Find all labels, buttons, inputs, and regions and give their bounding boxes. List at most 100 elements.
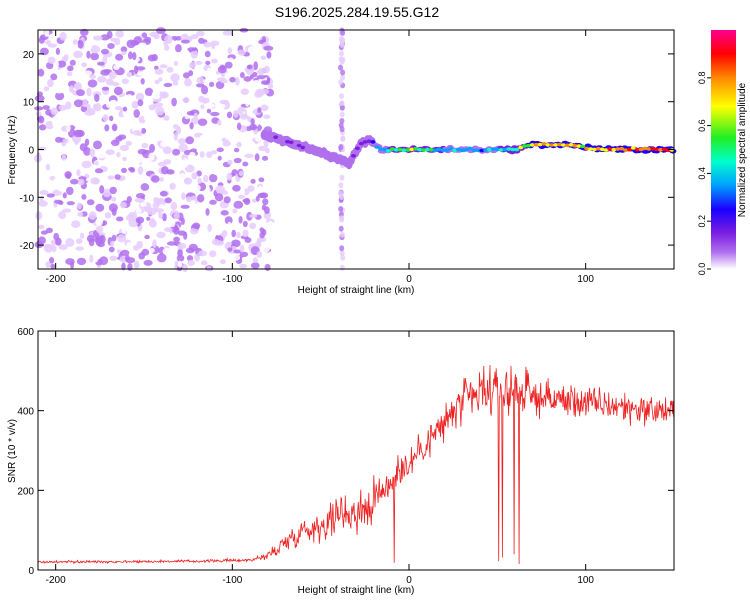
spectrogram-ridge-core xyxy=(308,147,314,151)
spectrogram-y-ticks: -20 -10 0 10 20 xyxy=(20,50,674,252)
spectrogram-speckle xyxy=(133,65,139,74)
spectrogram-speckle xyxy=(135,216,145,224)
spectrogram-speckle xyxy=(210,234,216,239)
spectrogram-speckle xyxy=(197,177,202,184)
spectrogram-speckle xyxy=(217,32,224,38)
spectrogram-speckle xyxy=(192,184,201,192)
spectrogram-streak xyxy=(339,111,345,118)
spectrogram-speckle xyxy=(256,239,262,248)
snr-panel: -200 -100 0 100 0 200 400 600 Height of straig… xyxy=(7,327,675,596)
spectrogram-speckle xyxy=(214,212,219,218)
spectrogram-speckle xyxy=(154,208,165,213)
spectrogram-speckle xyxy=(141,248,150,256)
spectrogram-speckle xyxy=(148,104,156,111)
spectrogram-speckle xyxy=(158,77,163,82)
spectrogram-speckle xyxy=(109,115,114,122)
spectrogram-speckle xyxy=(254,135,262,142)
spectrogram-speckle xyxy=(224,61,233,69)
spectrogram-speckle xyxy=(136,240,143,249)
spectrogram-speckle xyxy=(160,141,168,148)
spectrogram-speckle xyxy=(195,60,203,65)
spectrogram-speckle xyxy=(143,112,149,121)
spectrogram-speckle xyxy=(43,244,53,248)
spectrogram-speckle xyxy=(93,35,103,41)
spectrogram-speckle xyxy=(86,50,91,59)
spectrogram-speckle xyxy=(149,217,155,225)
spectrogram-ridge-core xyxy=(607,147,613,151)
spectrogram-ridge-core xyxy=(545,143,551,147)
spectrogram-speckle xyxy=(139,175,146,180)
spectrogram-ridge-core xyxy=(638,147,644,152)
spectrogram-ridge-core xyxy=(374,145,380,149)
spectrogram-speckle xyxy=(54,199,63,204)
spectrogram-speckle xyxy=(43,86,50,92)
spectrogram-speckle xyxy=(233,147,240,153)
spectrogram-speckle xyxy=(73,82,81,90)
spectrogram-speckle xyxy=(258,177,265,183)
spectrogram-speckle xyxy=(198,250,208,257)
spectrogram-speckle xyxy=(204,50,211,58)
spectrogram-speckle xyxy=(207,223,212,232)
snr-x-tick-label: 0 xyxy=(406,575,412,586)
spectrogram-speckle xyxy=(35,211,43,221)
spectrogram-speckle xyxy=(102,114,109,122)
spectrogram-speckle xyxy=(257,67,265,76)
spectrogram-speckle xyxy=(79,232,85,239)
spectrogram-speckle xyxy=(126,242,133,249)
spectrogram-speckle xyxy=(158,262,165,270)
spectrogram-speckle xyxy=(216,147,224,153)
spectrogram-speckle xyxy=(206,67,212,76)
spectrogram-ridge-core xyxy=(397,147,403,152)
spectrogram-streak xyxy=(338,56,344,63)
spectrogram-speckle xyxy=(154,79,160,85)
colorbar-tick-label: 0.4 xyxy=(697,167,707,180)
spectrogram-speckle xyxy=(260,80,270,85)
spectrogram-speckle xyxy=(65,238,75,247)
spectrogram-speckle xyxy=(52,115,61,121)
spectrogram-speckle xyxy=(99,185,105,194)
spectrogram-speckle xyxy=(170,73,180,82)
spectrogram-speckle xyxy=(114,245,123,250)
snr-x-tick-label: -200 xyxy=(46,575,66,586)
spectrogram-speckle xyxy=(205,208,210,216)
spectrogram-speckle xyxy=(237,49,246,56)
spectrogram-speckle xyxy=(235,76,240,86)
spectrogram-speckle xyxy=(110,240,115,247)
spectrogram-ridge-core xyxy=(386,149,391,153)
spectrogram-speckle xyxy=(106,30,113,39)
spectrogram-speckle xyxy=(42,105,50,110)
spectrogram-speckle xyxy=(194,253,201,262)
spectrogram-streak xyxy=(339,93,344,100)
spectrogram-speckle xyxy=(169,182,176,190)
spectrogram-speckle xyxy=(157,161,167,167)
spectrogram-speckle xyxy=(49,256,55,264)
spectrogram-speckle xyxy=(121,225,127,234)
spectrogram-speckle xyxy=(186,111,195,116)
spectrogram-speckle xyxy=(256,75,266,80)
spectrogram-speckle xyxy=(190,34,199,40)
spectrogram-ridge-core xyxy=(300,145,306,150)
snr-y-tick-label: 200 xyxy=(17,486,34,497)
spectrogram-speckle xyxy=(182,158,189,166)
spectrogram-speckle xyxy=(92,103,99,110)
spectrogram-speckle xyxy=(203,174,209,183)
spectrogram-speckle xyxy=(197,194,205,203)
colorbar-ticks: 0.0 0.2 0.4 0.6 0.8 xyxy=(697,72,711,275)
spectrogram-speckle xyxy=(189,122,194,130)
spectrogram-speckle xyxy=(141,127,147,134)
spectrogram-speckle xyxy=(250,178,256,184)
spectrogram-speckle xyxy=(49,163,60,169)
spectrogram-speckle xyxy=(253,32,260,39)
spectrogram-ridge-core xyxy=(285,139,290,144)
spectrogram-ridge-core xyxy=(448,146,454,151)
spectrogram-speckle xyxy=(180,217,185,225)
spectrogram-speckle xyxy=(177,260,183,268)
spectrogram-speckle xyxy=(69,85,75,93)
spectrogram-speckle xyxy=(120,46,128,53)
spectrogram-speckle xyxy=(52,209,58,215)
spectrogram-speckle xyxy=(219,64,226,71)
spectrogram-speckle xyxy=(236,231,241,239)
spectrogram-speckle xyxy=(190,200,196,206)
spectrogram-ridge-core xyxy=(502,147,508,152)
spectrogram-speckle xyxy=(135,208,142,214)
